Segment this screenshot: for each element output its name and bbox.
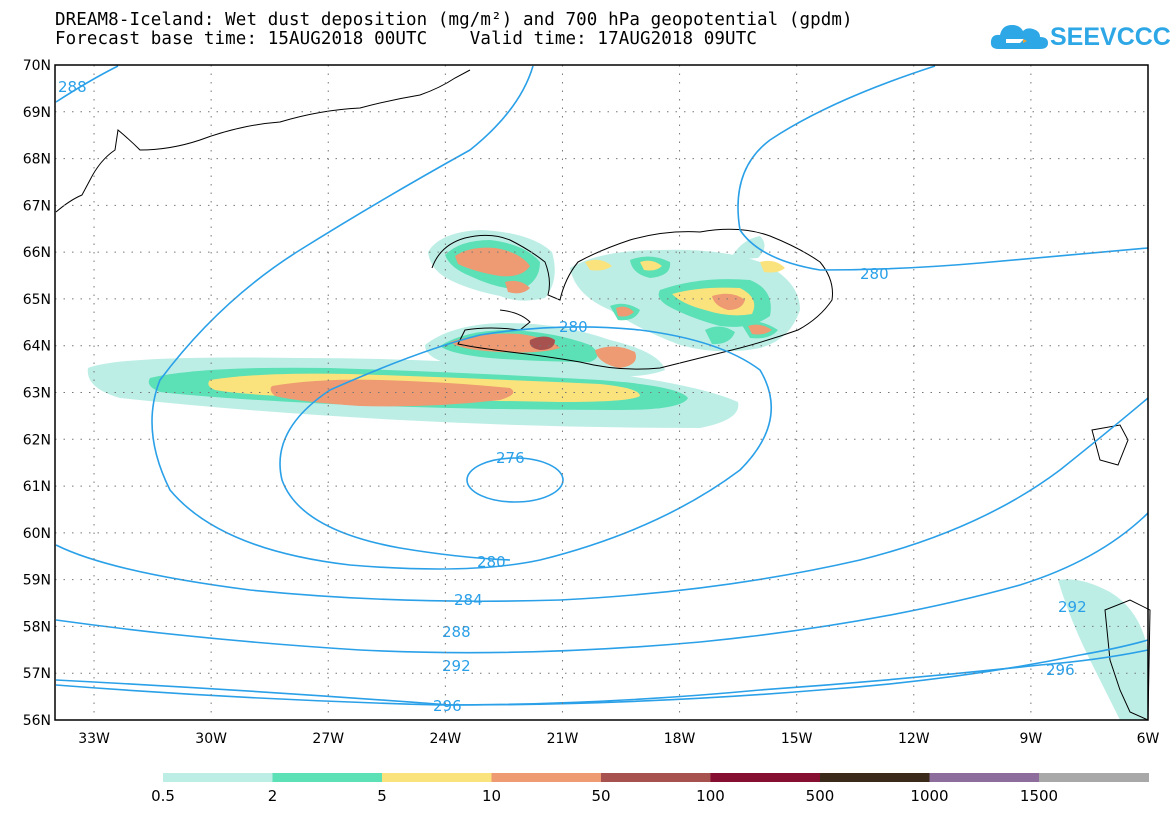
- latitude-label: 61N: [23, 479, 51, 495]
- graticule: [55, 65, 1148, 720]
- latitude-label: 56N: [23, 713, 51, 729]
- colorbar-label: 10: [482, 787, 501, 805]
- colorbar-swatch: [820, 773, 930, 782]
- map-title: DREAM8-Iceland: Wet dust deposition (mg/…: [55, 10, 853, 30]
- contour-label: 280: [860, 265, 889, 283]
- colorbar-label: 2: [268, 787, 278, 805]
- colorbar-labels: 0.5 2 5 10 50 100 500 1000 1500: [151, 787, 1058, 805]
- contour-labels: 288 280 280 276 280 284 288 292 296 292 …: [58, 78, 1087, 715]
- map-subtitle-times: Forecast base time: 15AUG2018 00UTC Vali…: [55, 29, 757, 49]
- colorbar-swatch: [601, 773, 711, 782]
- longitude-label: 6W: [1137, 731, 1160, 747]
- latitude-label: 64N: [23, 339, 51, 355]
- latitude-label: 66N: [23, 245, 51, 261]
- latitude-label: 62N: [23, 432, 51, 448]
- latitude-label: 63N: [23, 386, 51, 402]
- contour-label: 284: [454, 591, 483, 609]
- longitude-label: 15W: [781, 731, 813, 747]
- longitude-label: 18W: [664, 731, 696, 747]
- contour-label: 292: [1058, 598, 1087, 616]
- colorbar-swatch: [929, 773, 1040, 782]
- colorbar-label: 5: [377, 787, 387, 805]
- colorbar-label: 0.5: [151, 787, 175, 805]
- latitude-labels: 70N 69N 68N 67N 66N 65N 64N 63N 62N 61N 60N 59N 58N 5…: [23, 58, 51, 729]
- colorbar-label: 100: [696, 787, 725, 805]
- geopotential-contours: [55, 65, 1149, 706]
- contour-label: 296: [433, 697, 462, 715]
- latitude-label: 68N: [23, 152, 51, 168]
- latitude-label: 65N: [23, 292, 51, 308]
- colorbar-swatch: [382, 773, 492, 782]
- colorbar-label: 50: [591, 787, 610, 805]
- latitude-label: 67N: [23, 198, 51, 214]
- contour-label: 280: [477, 553, 506, 571]
- colorbar-label: 1500: [1020, 787, 1058, 805]
- cloud-icon: [990, 25, 1048, 49]
- contour-label: 292: [442, 657, 471, 675]
- latitude-label: 60N: [23, 526, 51, 542]
- latitude-label: 57N: [23, 666, 51, 682]
- longitude-label: 9W: [1020, 731, 1043, 747]
- colorbar-swatch: [710, 773, 821, 782]
- longitude-labels: 33W 30W 27W 24W 21W 18W 15W 12W 9W 6W: [78, 731, 1159, 747]
- longitude-label: 24W: [430, 731, 462, 747]
- latitude-label: 58N: [23, 619, 51, 635]
- colorbar-legend: [163, 773, 1149, 782]
- longitude-label: 12W: [898, 731, 930, 747]
- contour-label: 288: [442, 623, 471, 641]
- colorbar-swatch: [1039, 773, 1149, 782]
- contour-label: 276: [496, 449, 525, 467]
- seevccc-logo: SEEVCCC: [990, 17, 1171, 57]
- latitude-label: 59N: [23, 573, 51, 589]
- logo-text: SEEVCCC: [1050, 23, 1171, 51]
- colorbar-swatch: [163, 773, 273, 782]
- longitude-label: 27W: [312, 731, 344, 747]
- longitude-label: 33W: [78, 731, 110, 747]
- contour-label: 288: [58, 78, 87, 96]
- latitude-label: 70N: [23, 58, 51, 74]
- longitude-label: 30W: [195, 731, 227, 747]
- contour-label: 280: [559, 318, 588, 336]
- colorbar-swatch: [272, 773, 383, 782]
- colorbar-swatch: [491, 773, 602, 782]
- longitude-label: 21W: [547, 731, 579, 747]
- map-frame: [54, 64, 1149, 721]
- dust-deposition-shading: [87, 230, 1148, 720]
- contour-label: 296: [1046, 661, 1075, 679]
- colorbar-label: 500: [806, 787, 835, 805]
- colorbar-label: 1000: [910, 787, 948, 805]
- latitude-label: 69N: [23, 105, 51, 121]
